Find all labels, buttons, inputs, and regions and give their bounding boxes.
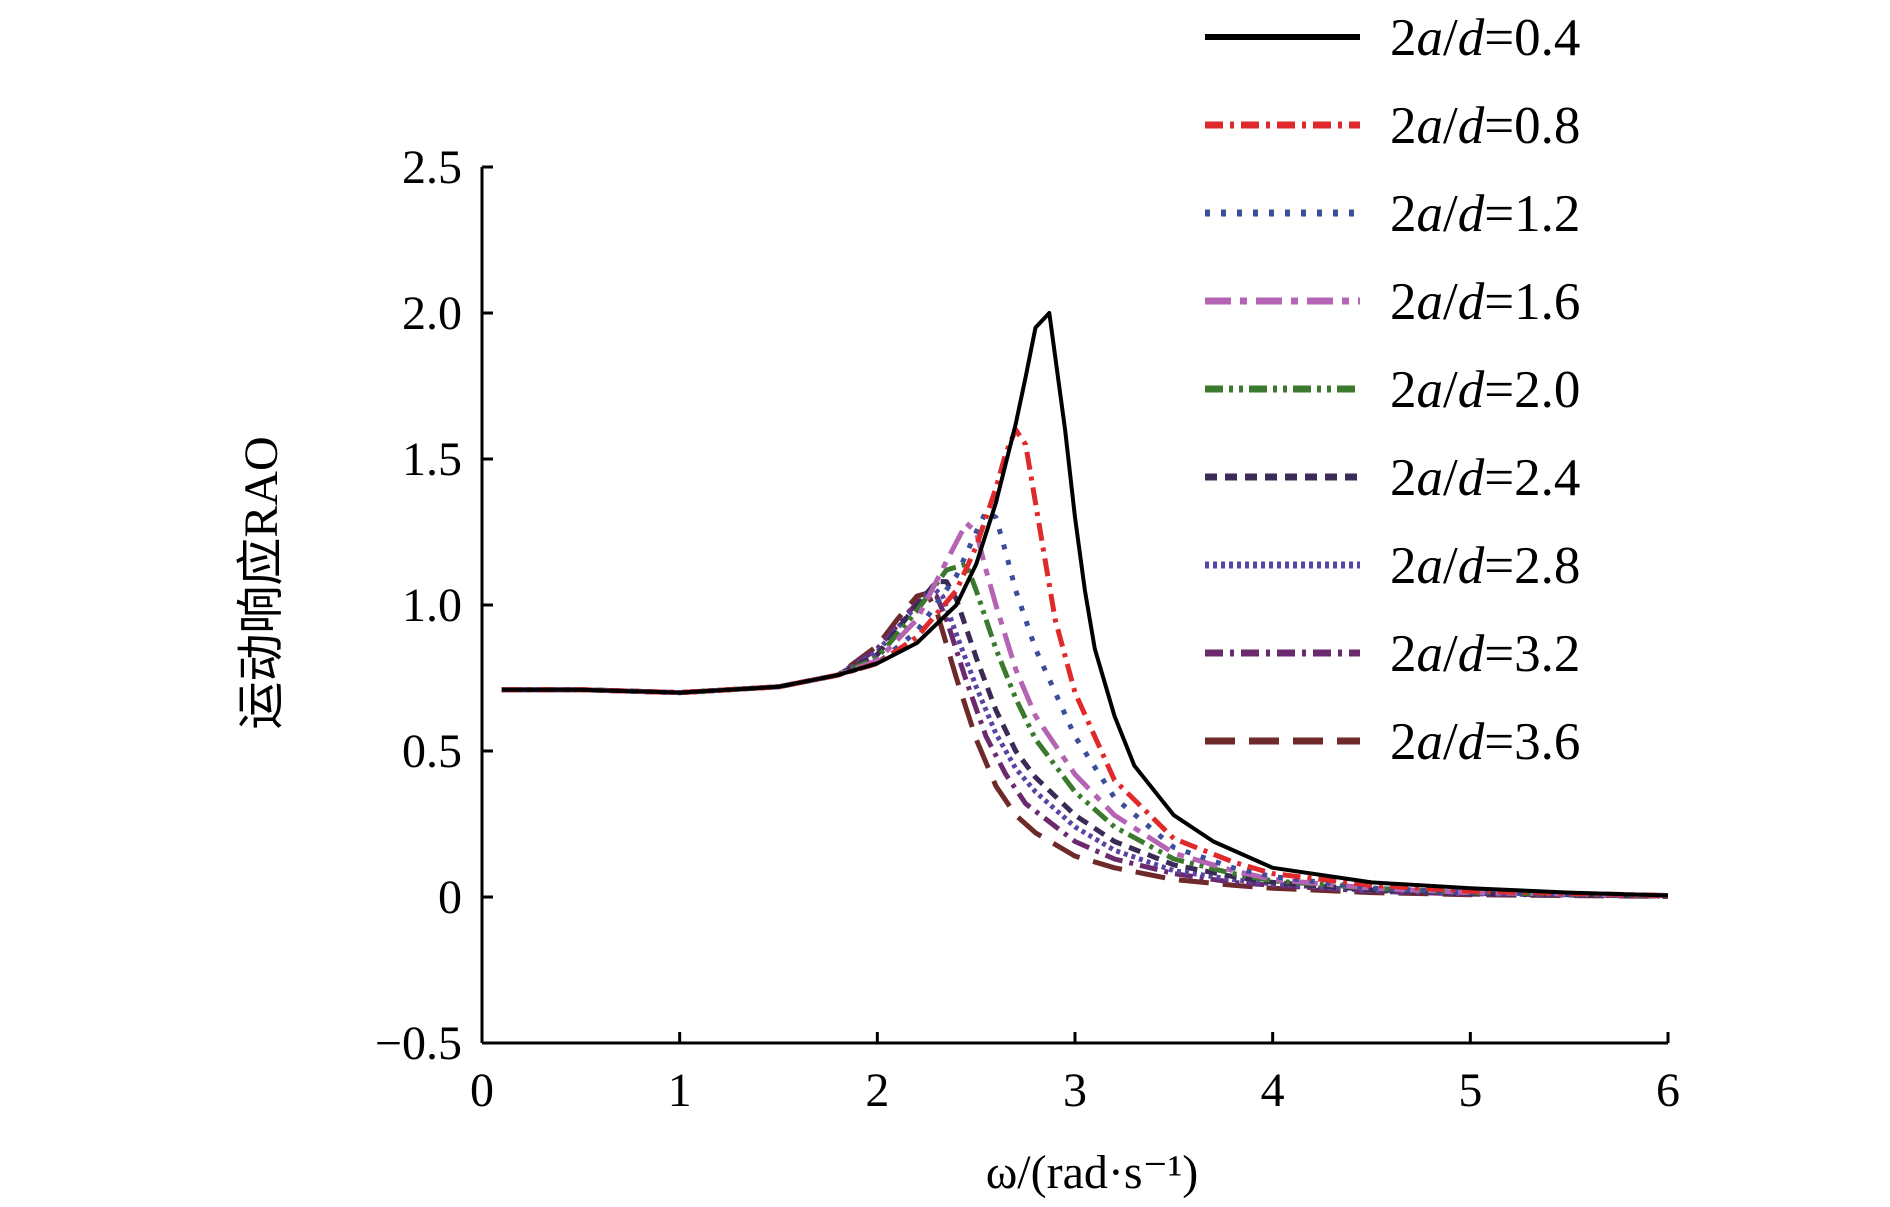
x-tick-label: 1 — [668, 1064, 692, 1117]
y-tick-label: 0 — [438, 871, 462, 924]
series-line-1 — [501, 311, 1669, 898]
legend: 2a/d=0.4 2a/d=0.8 2a/d=1.2 2a/d=1.6 2a/d=2.0… — [1205, 9, 1580, 771]
y-tick-label: 1.0 — [402, 579, 462, 632]
legend-label-3: 2a/d=1.2 — [1390, 185, 1580, 243]
x-tick-label: 2 — [865, 1064, 889, 1117]
legend-label-6: 2a/d=2.4 — [1390, 449, 1580, 507]
legend-label-9: 2a/d=3.6 — [1390, 713, 1580, 771]
y-tick-label: 1.5 — [402, 433, 462, 486]
legend-label-8: 2a/d=3.2 — [1390, 625, 1580, 683]
y-tick-label: −0.5 — [375, 1017, 462, 1070]
x-axis-title: ω/(rad·s⁻¹) — [986, 1146, 1199, 1199]
legend-label-5: 2a/d=2.0 — [1390, 361, 1580, 419]
series-line-8 — [501, 590, 1669, 899]
y-tick-label: 2.5 — [402, 141, 462, 194]
x-tick-label: 0 — [470, 1064, 494, 1117]
x-tick-label: 6 — [1656, 1064, 1680, 1117]
legend-label-4: 2a/d=1.6 — [1390, 273, 1580, 331]
legend-label-7: 2a/d=2.8 — [1390, 537, 1580, 595]
x-tick-label: 4 — [1261, 1064, 1285, 1117]
y-axis-title: 运动响应RAO — [235, 436, 288, 729]
y-tick-label: 2.0 — [402, 287, 462, 340]
axes-layer: 0 1 2 3 4 5 6−0.500.51.01.52.02.5ω/(rad·s⁻¹) — [375, 141, 1680, 1199]
legend-label-2: 2a/d=0.8 — [1390, 97, 1580, 155]
x-tick-label: 5 — [1458, 1064, 1482, 1117]
x-tick-label: 3 — [1063, 1064, 1087, 1117]
series-layer — [501, 311, 1669, 899]
legend-label-1: 2a/d=0.4 — [1390, 9, 1580, 67]
y-tick-label: 0.5 — [402, 725, 462, 778]
